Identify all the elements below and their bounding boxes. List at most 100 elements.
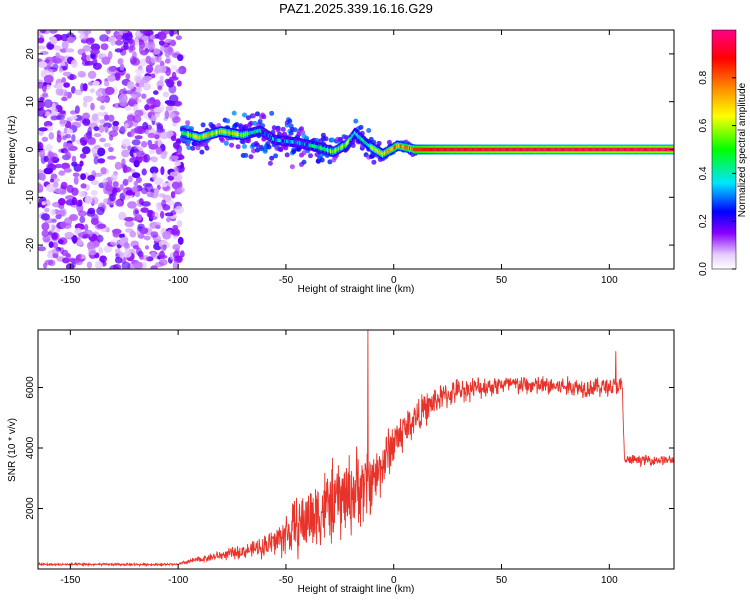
x-tick-label: 0 bbox=[391, 275, 397, 286]
noise-blob bbox=[176, 220, 183, 228]
noise-blob bbox=[64, 231, 74, 238]
spectral-halo bbox=[251, 148, 257, 154]
noise-blob bbox=[69, 214, 79, 221]
noise-blob bbox=[57, 239, 64, 245]
noise-blob bbox=[108, 66, 117, 72]
noise-blob bbox=[49, 107, 58, 117]
noise-blob bbox=[114, 199, 123, 207]
noise-blob bbox=[38, 31, 42, 37]
noise-blob bbox=[132, 261, 143, 269]
snr-y-ticks: 2000 4000 6000 bbox=[25, 376, 674, 520]
noise-blob bbox=[75, 199, 83, 207]
noise-blob bbox=[65, 133, 72, 139]
noise-blob bbox=[52, 241, 59, 249]
noise-blob bbox=[44, 199, 51, 207]
noise-blob bbox=[108, 146, 114, 153]
noise-blob bbox=[71, 134, 76, 143]
noise-blob bbox=[134, 190, 141, 198]
noise-blob bbox=[97, 95, 107, 102]
ridge-core bbox=[584, 147, 587, 152]
noise-blob bbox=[56, 134, 62, 143]
noise-blob bbox=[95, 112, 105, 117]
noise-blob bbox=[133, 181, 138, 187]
noise-blob bbox=[62, 71, 72, 77]
ridge-core bbox=[647, 147, 650, 152]
noise-blob bbox=[90, 48, 100, 55]
noise-blob bbox=[120, 45, 130, 51]
noise-blob bbox=[179, 250, 185, 258]
noise-blob bbox=[49, 178, 55, 183]
noise-blob bbox=[157, 138, 162, 147]
noise-blob bbox=[99, 105, 105, 111]
noise-blob bbox=[169, 155, 179, 160]
noise-blob bbox=[148, 143, 159, 150]
noise-blob bbox=[127, 175, 133, 183]
spectral-halo bbox=[220, 137, 225, 143]
noise-blob bbox=[136, 214, 143, 221]
x-tick-label: -150 bbox=[60, 575, 80, 586]
noise-blob bbox=[151, 221, 162, 226]
noise-blob bbox=[52, 57, 63, 64]
noise-blob bbox=[107, 74, 116, 82]
spectral-halo bbox=[185, 120, 191, 126]
noise-blob bbox=[140, 50, 148, 56]
noise-blob bbox=[151, 114, 156, 121]
noise-blob bbox=[131, 172, 141, 179]
noise-blob bbox=[105, 30, 111, 35]
spectral-halo bbox=[234, 122, 240, 127]
noise-blob bbox=[162, 91, 170, 98]
noise-blob bbox=[160, 210, 165, 219]
noise-blob bbox=[103, 245, 112, 253]
noise-blob bbox=[173, 100, 183, 107]
noise-blob bbox=[77, 239, 84, 246]
noise-blob bbox=[90, 196, 99, 205]
spectral-halo bbox=[267, 160, 273, 166]
spectral-halo bbox=[204, 145, 210, 151]
ridge-core bbox=[626, 147, 629, 152]
ridge-core bbox=[536, 147, 539, 152]
noise-blob bbox=[51, 224, 56, 231]
ridge-core bbox=[522, 147, 525, 152]
spectral-halo bbox=[283, 145, 289, 151]
noise-blob bbox=[48, 151, 54, 159]
spectral-halo bbox=[292, 127, 298, 133]
noise-blob bbox=[39, 96, 45, 102]
noise-blob bbox=[156, 125, 164, 133]
noise-blob bbox=[165, 105, 173, 112]
noise-blob bbox=[121, 261, 131, 269]
noise-blob bbox=[87, 137, 96, 145]
noise-blob bbox=[172, 261, 179, 269]
noise-blob bbox=[162, 231, 172, 240]
noise-blob bbox=[90, 180, 100, 185]
noise-blob bbox=[61, 96, 68, 102]
noise-blob bbox=[159, 60, 165, 68]
noise-blob bbox=[169, 111, 176, 119]
noise-blob bbox=[139, 30, 149, 34]
spectral-halo bbox=[257, 119, 263, 124]
noise-blob bbox=[146, 192, 154, 198]
noise-blob bbox=[127, 201, 137, 209]
noise-blob bbox=[134, 109, 144, 117]
noise-blob bbox=[52, 45, 62, 51]
noise-blob bbox=[103, 143, 111, 148]
noise-blob bbox=[145, 55, 152, 64]
noise-blob bbox=[140, 141, 148, 148]
spectral-halo bbox=[186, 139, 192, 145]
spectral-halo bbox=[245, 115, 251, 121]
noise-blob bbox=[60, 48, 68, 53]
noise-blob bbox=[131, 93, 137, 99]
noise-blob bbox=[116, 32, 122, 42]
noise-blob bbox=[114, 103, 119, 109]
ridge-core bbox=[219, 129, 222, 134]
noise-blob bbox=[82, 45, 92, 52]
y-tick-label: 2000 bbox=[25, 497, 36, 520]
spectral-halo bbox=[269, 110, 275, 116]
noise-blob bbox=[60, 181, 68, 190]
noise-blob bbox=[117, 58, 124, 65]
spectral-halo bbox=[271, 125, 277, 131]
noise-blob bbox=[98, 246, 104, 255]
noise-blob bbox=[93, 172, 103, 177]
noise-blob bbox=[125, 73, 131, 80]
noise-blob bbox=[60, 162, 71, 170]
